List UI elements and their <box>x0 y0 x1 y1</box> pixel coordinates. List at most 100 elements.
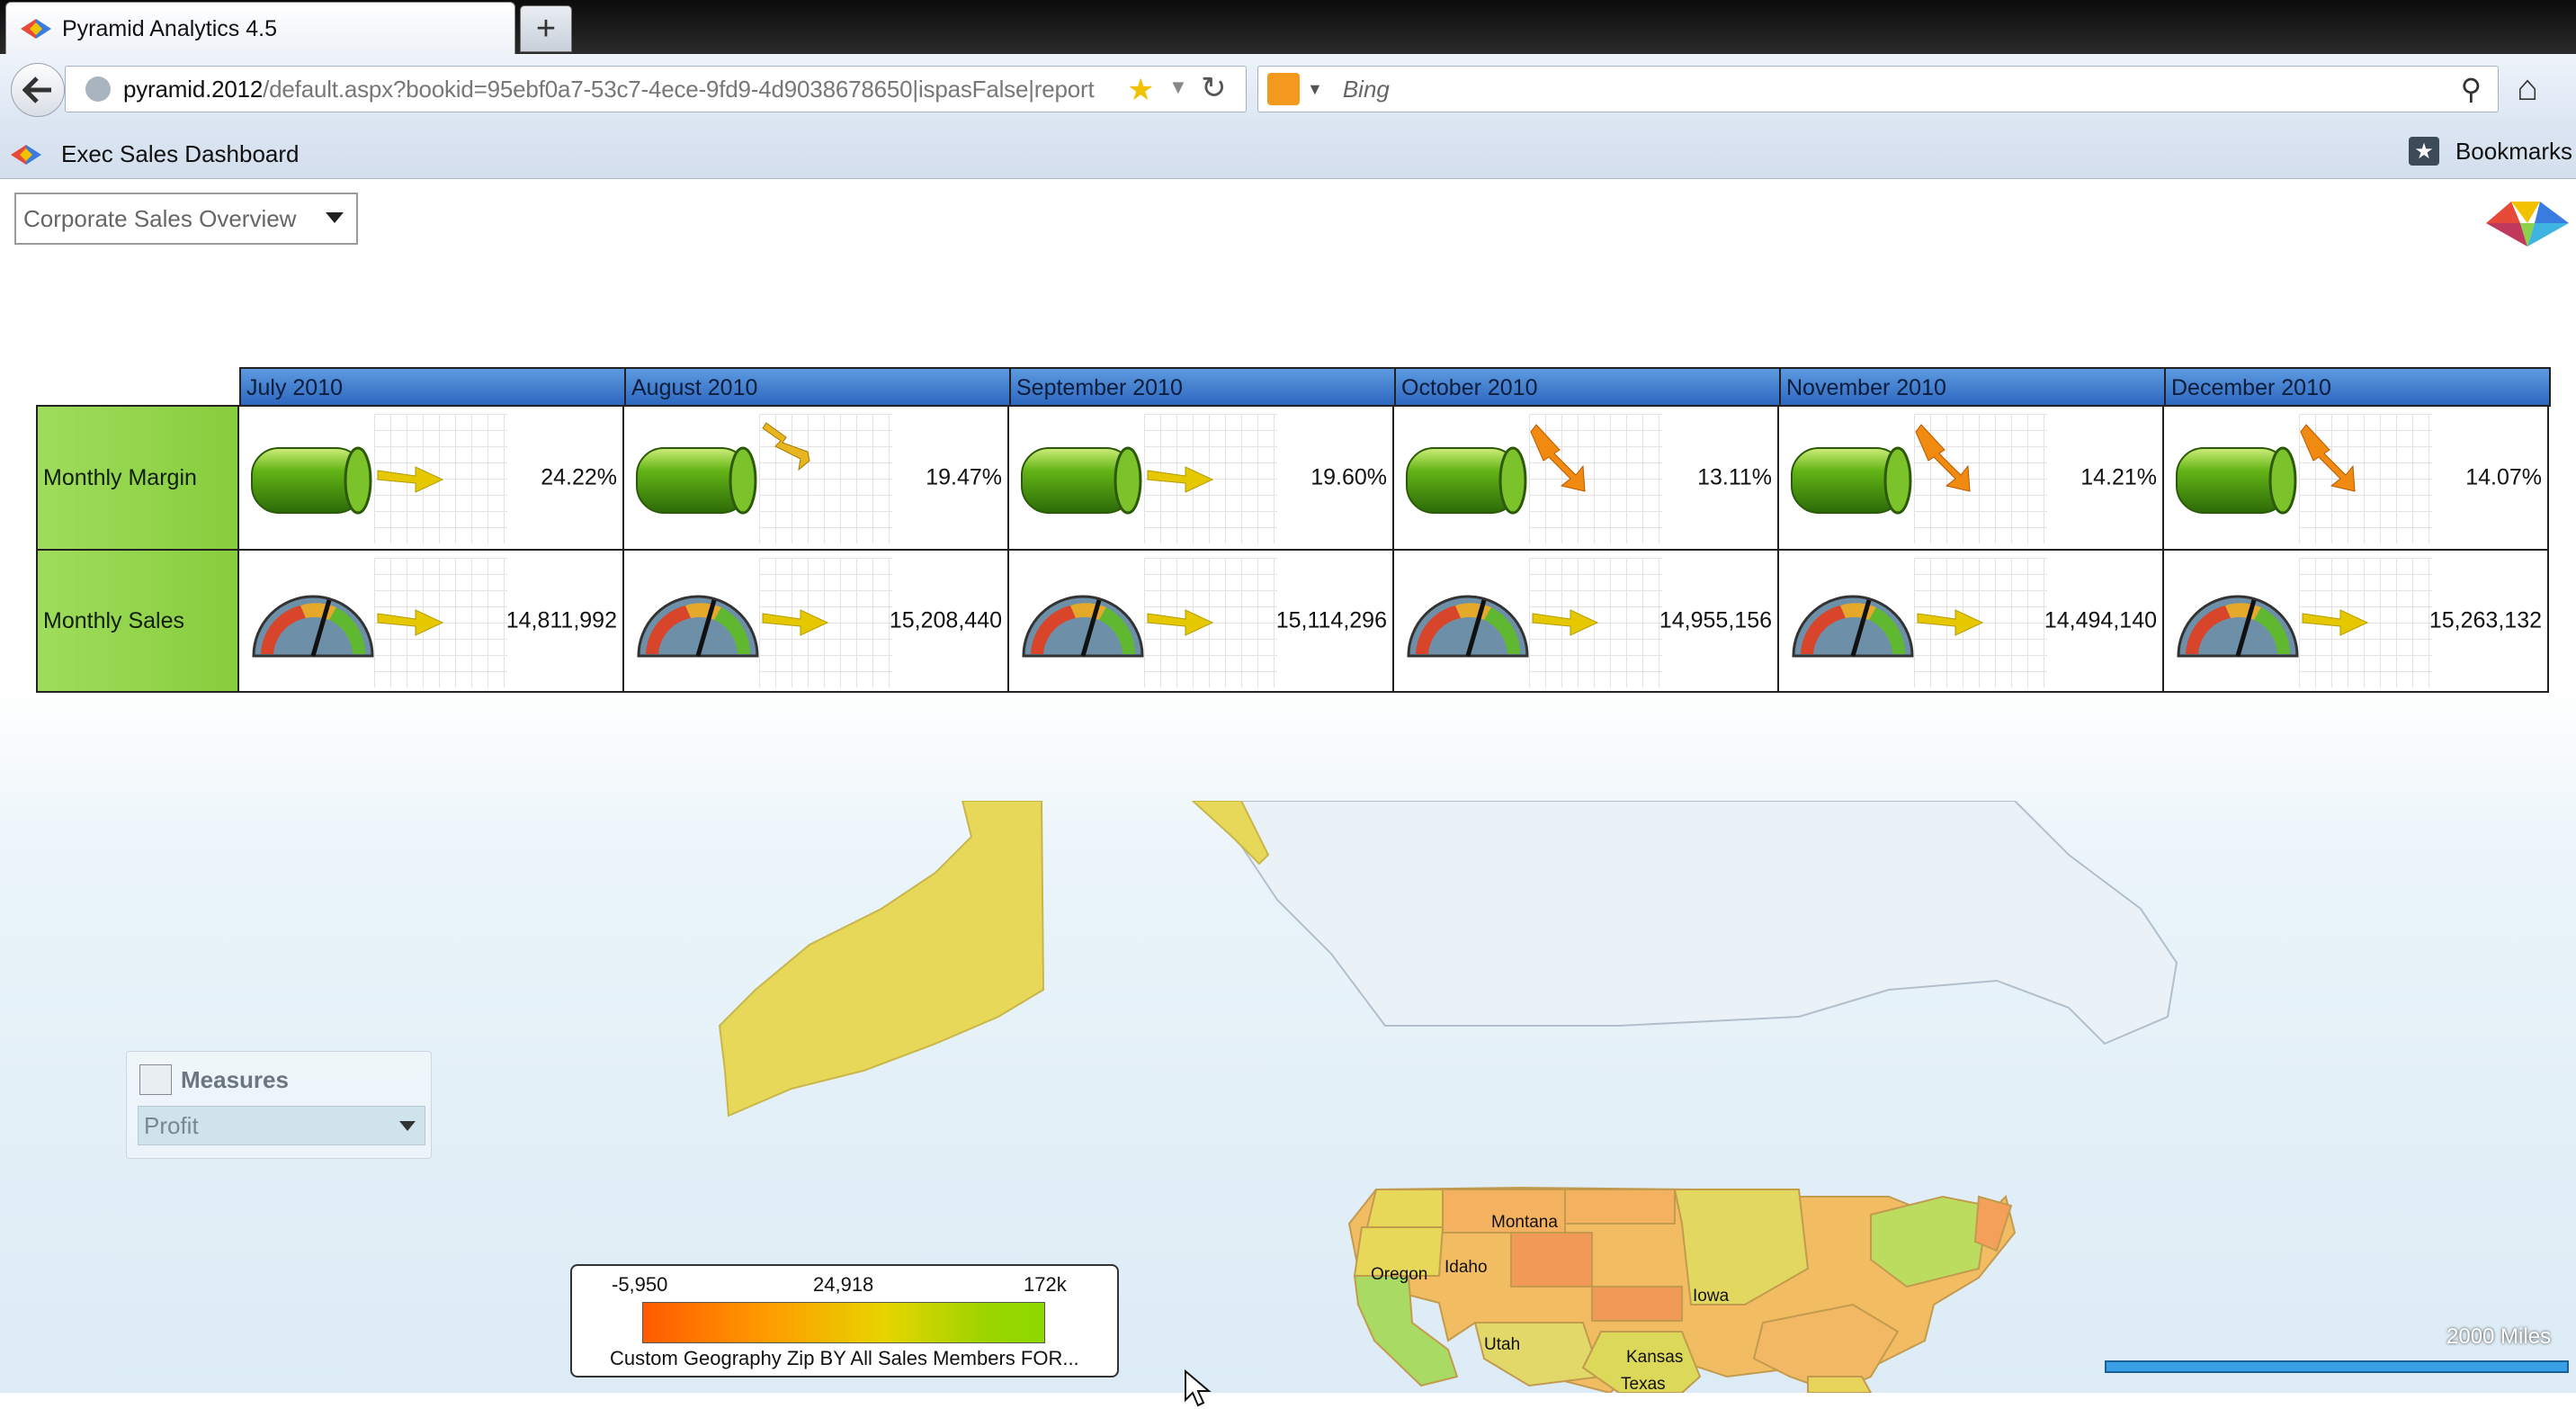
state-nebraska <box>1591 1286 1683 1322</box>
trend-flat-arrow-icon <box>1147 466 1214 493</box>
state-label-iowa: Iowa <box>1693 1287 1730 1306</box>
trend-flat-arrow-icon <box>2302 609 2369 636</box>
bookmarks-icon: ★ <box>2408 137 2439 166</box>
pyramid-bookmark-icon <box>11 144 41 165</box>
kpi-row-header[interactable]: Monthly Sales <box>36 549 239 693</box>
month-header[interactable]: December 2010 <box>2164 367 2551 407</box>
state-label-oregon: Oregon <box>1371 1265 1428 1284</box>
cylinder-indicator-icon <box>1021 446 1142 515</box>
trend-flat-arrow-icon <box>377 466 444 493</box>
gauge-indicator-icon <box>1407 595 1529 658</box>
scale-label: 2000 Miles <box>2446 1324 2552 1349</box>
kpi-cell[interactable]: 14,811,992 <box>237 549 624 693</box>
state-california <box>1353 1275 1459 1387</box>
trend-grid <box>1529 414 1662 543</box>
canada-region <box>1194 800 2178 1046</box>
profit-map[interactable]: Montana Oregon Idaho Iowa Utah Kansas Te… <box>0 800 2576 1395</box>
cylinder-indicator-icon <box>1406 446 1527 515</box>
map-legend: -5,950 24,918 172k Custom Geography Zip … <box>570 1264 1119 1378</box>
kpi-cell[interactable]: 14.21% <box>1777 405 2164 551</box>
browser-chrome: Pyramid Analytics 4.5 + pyramid.2012/def… <box>0 0 2576 180</box>
kpi-cell[interactable]: 15,114,296 <box>1007 549 1394 693</box>
new-tab-button[interactable]: + <box>520 5 572 52</box>
trend-flat-arrow-icon <box>1532 609 1599 636</box>
url-history-dropdown-icon[interactable]: ▼ <box>1168 76 1188 98</box>
bookmark-star-icon[interactable]: ★ <box>1127 73 1155 107</box>
gauge-indicator-icon <box>252 595 374 658</box>
address-bar[interactable]: pyramid.2012/default.aspx?bookid=95ebf0a… <box>65 66 1247 112</box>
kpi-cell[interactable]: 15,263,132 <box>2162 549 2549 693</box>
state-label-utah: Utah <box>1484 1335 1521 1354</box>
cylinder-indicator-icon <box>251 446 372 515</box>
state-southwest <box>1473 1322 1603 1387</box>
state-label-texas: Texas <box>1621 1375 1666 1394</box>
bookmark-exec-sales[interactable]: Exec Sales Dashboard <box>11 140 299 168</box>
search-bar[interactable]: ▼ Bing ⚲ <box>1257 66 2499 112</box>
bookmarks-label: Bookmarks <box>2455 137 2572 165</box>
browser-tab[interactable]: Pyramid Analytics 4.5 <box>5 2 515 55</box>
month-header[interactable]: August 2010 <box>624 367 1011 407</box>
bc-coast-region <box>1190 800 1270 866</box>
search-engine-icon[interactable] <box>1267 73 1300 105</box>
scale-bar <box>2105 1360 2569 1373</box>
tab-title: Pyramid Analytics 4.5 <box>62 15 277 41</box>
kpi-row-header[interactable]: Monthly Margin <box>36 405 239 551</box>
trend-down-steep-arrow-icon <box>1915 424 1971 492</box>
trend-grid <box>1914 414 2047 543</box>
kpi-cell[interactable]: 14,494,140 <box>1777 549 2164 693</box>
kpi-value: 15,208,440 <box>889 607 1002 633</box>
kpi-value: 14,811,992 <box>505 607 617 633</box>
month-header[interactable]: November 2010 <box>1779 367 2166 407</box>
cylinder-indicator-icon <box>636 446 757 515</box>
report-selector-value: Corporate Sales Overview <box>23 204 297 232</box>
mouse-cursor-icon <box>1185 1369 1212 1407</box>
state-north-dakota <box>1564 1189 1676 1225</box>
state-washington <box>1365 1189 1444 1228</box>
legend-caption: Custom Geography Zip BY All Sales Member… <box>610 1347 1079 1369</box>
kpi-cell[interactable]: 13.11% <box>1392 405 1779 551</box>
trend-down-steep-arrow-icon <box>1530 424 1586 492</box>
legend-mid: 24,918 <box>813 1273 874 1296</box>
cylinder-indicator-icon <box>1791 446 1912 515</box>
kpi-value: 19.47% <box>926 464 1002 490</box>
trend-down-arrow-icon <box>762 422 810 471</box>
kpi-cell[interactable]: 14,955,156 <box>1392 549 1779 693</box>
kpi-value: 24.22% <box>541 464 617 490</box>
kpi-cell[interactable]: 15,208,440 <box>622 549 1009 693</box>
navigation-bar: pyramid.2012/default.aspx?bookid=95ebf0a… <box>0 54 2576 126</box>
kpi-cell[interactable]: 19.47% <box>622 405 1009 551</box>
kpi-cell[interactable]: 19.60% <box>1007 405 1394 551</box>
url-path: /default.aspx?bookid=95ebf0a7-53c7-4ece-… <box>263 75 1095 103</box>
gauge-indicator-icon <box>2177 595 2299 658</box>
report-selector[interactable]: Corporate Sales Overview <box>14 193 358 245</box>
month-header[interactable]: July 2010 <box>239 367 626 407</box>
legend-min: -5,950 <box>612 1273 668 1296</box>
site-identity-icon[interactable] <box>85 76 111 102</box>
measure-dropdown[interactable]: Profit <box>138 1106 425 1145</box>
measures-icon <box>139 1064 172 1095</box>
month-header[interactable]: September 2010 <box>1009 367 1396 407</box>
chevron-down-icon <box>326 212 344 223</box>
chevron-down-icon <box>399 1121 416 1131</box>
state-florida <box>1807 1376 1873 1394</box>
url-host: pyramid.2012 <box>123 75 264 103</box>
back-button[interactable] <box>11 63 65 117</box>
search-icon[interactable]: ⚲ <box>2460 73 2482 105</box>
month-header[interactable]: October 2010 <box>1394 367 1781 407</box>
state-label-montana: Montana <box>1491 1213 1558 1232</box>
bookmarks-menu-button[interactable]: ★ Bookmarks <box>2408 137 2572 166</box>
kpi-value: 19.60% <box>1310 464 1387 490</box>
search-engine-dropdown-icon[interactable]: ▼ <box>1307 79 1323 98</box>
home-icon[interactable]: ⌂ <box>2517 68 2539 108</box>
kpi-scorecard: July 2010 August 2010 September 2010 Octobe… <box>36 367 2551 698</box>
kpi-cell[interactable]: 24.22% <box>237 405 624 551</box>
kpi-cell[interactable]: 14.07% <box>2162 405 2549 551</box>
kpi-value: 14,955,156 <box>1659 607 1772 633</box>
kpi-value: 13.11% <box>1697 464 1772 490</box>
trend-flat-arrow-icon <box>1917 609 1984 636</box>
url-text[interactable]: pyramid.2012/default.aspx?bookid=95ebf0a… <box>123 76 1095 103</box>
legend-max: 172k <box>1024 1273 1067 1296</box>
back-arrow-icon <box>22 76 51 103</box>
reload-icon[interactable]: ↻ <box>1201 71 1227 105</box>
kpi-value: 14.07% <box>2465 464 2542 490</box>
